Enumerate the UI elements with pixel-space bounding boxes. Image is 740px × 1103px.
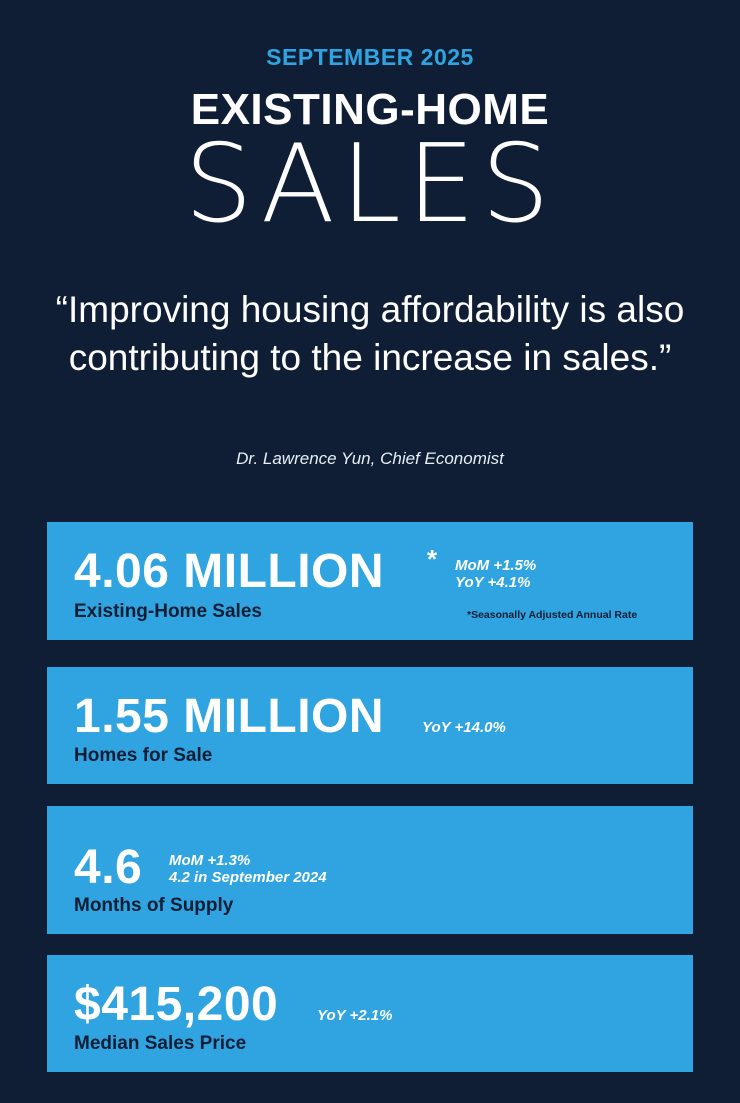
sales-label: Existing-Home Sales — [74, 601, 262, 622]
price-label: Median Sales Price — [74, 1033, 247, 1054]
price-value: $415,200 — [74, 978, 279, 1031]
sales-asterisk: * — [427, 544, 438, 574]
card-months-of-supply: 4.6 MoM +1.3% 4.2 in September 2024 Mont… — [47, 806, 693, 934]
supply-mom: MoM +1.3% — [169, 852, 251, 869]
month-heading: SEPTEMBER 2025 — [266, 44, 474, 70]
price-yoy: YoY +2.1% — [317, 1007, 393, 1024]
sales-mom: MoM +1.5% — [455, 557, 537, 574]
card-homes-for-sale: 1.55 MILLION YoY +14.0% Homes for Sale — [47, 667, 693, 784]
sales-footnote: *Seasonally Adjusted Annual Rate — [467, 609, 638, 621]
sales-value: 4.06 MILLION — [74, 545, 385, 598]
supply-value: 4.6 — [74, 841, 143, 894]
supply-label: Months of Supply — [74, 895, 234, 916]
inventory-value: 1.55 MILLION — [74, 690, 385, 743]
title-sales: SALES — [184, 122, 556, 247]
quote-attribution: Dr. Lawrence Yun, Chief Economist — [236, 449, 504, 468]
card-median-sales-price: $415,200 YoY +2.1% Median Sales Price — [47, 955, 693, 1072]
title-existing-home: EXISTING-HOME — [190, 85, 550, 134]
inventory-label: Homes for Sale — [74, 745, 213, 766]
card-existing-home-sales: 4.06 MILLION * MoM +1.5% YoY +4.1% Exist… — [47, 522, 693, 640]
inventory-yoy: YoY +14.0% — [422, 719, 506, 736]
supply-prior: 4.2 in September 2024 — [169, 869, 327, 886]
sales-yoy: YoY +4.1% — [455, 574, 531, 591]
quote-text: “Improving housing affordability is also… — [55, 289, 685, 378]
